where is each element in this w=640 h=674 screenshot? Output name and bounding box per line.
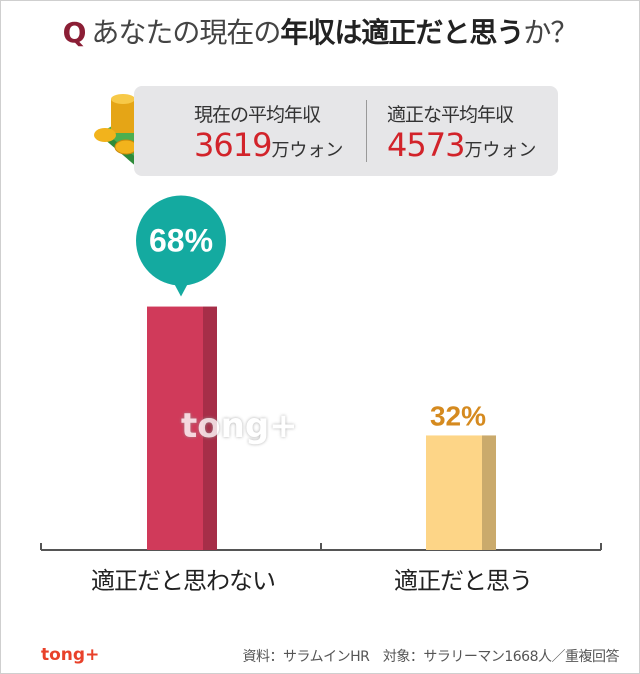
- title-post: か？: [523, 16, 578, 49]
- tong-logo: tong+: [41, 645, 100, 665]
- source-note: 資料：サラムインHR 対象：サラリーマン1668人／重複回答: [242, 649, 620, 665]
- bubble-tail: [173, 281, 189, 297]
- current-salary-value: 3619: [194, 126, 272, 164]
- divider: [366, 100, 367, 162]
- bar-side-0: [203, 306, 217, 550]
- bar-side-1: [482, 435, 496, 550]
- data-label-1: 32%: [430, 400, 486, 431]
- proper-salary-unit: 万ウォン: [464, 140, 537, 161]
- title-bold: 年収は適正だと思う: [280, 16, 524, 49]
- category-label-0: 適正だと思わない: [91, 567, 276, 595]
- current-salary-unit: 万ウォン: [271, 140, 344, 161]
- bar-1: [426, 435, 496, 550]
- value-bubble: [136, 195, 226, 286]
- q-mark: Q: [62, 16, 87, 49]
- proper-salary-value: 4573: [387, 126, 465, 164]
- data-label-0: 68%: [149, 223, 213, 259]
- proper-salary: 適正な平均年収 4573万ウォン: [387, 100, 536, 163]
- category-label-1: 適正だと思う: [394, 567, 533, 595]
- title-pre: あなたの現在の: [91, 16, 281, 49]
- current-salary-label: 現在の平均年収: [194, 104, 321, 126]
- average-salary-box: 現在の平均年収 3619万ウォン 適正な平均年収 4573万ウォン: [134, 86, 558, 176]
- question-title: Q あなたの現在の年収は適正だと思うか？: [1, 11, 639, 51]
- bar-0: [147, 306, 217, 550]
- proper-salary-label: 適正な平均年収: [387, 104, 514, 126]
- current-salary: 現在の平均年収 3619万ウォン: [194, 100, 343, 163]
- watermark: tong+: [181, 406, 298, 446]
